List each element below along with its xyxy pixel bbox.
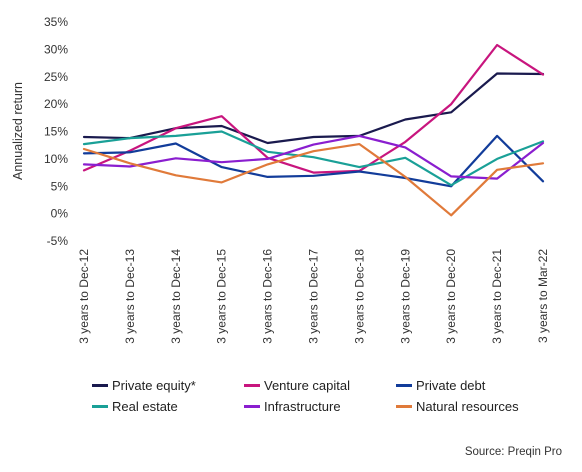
legend-item-private-debt: Private debt bbox=[396, 378, 562, 393]
legend-swatch bbox=[396, 405, 412, 408]
y-tick-label: 30% bbox=[44, 42, 68, 56]
x-axis: 3 years to Dec-12 3 years to Dec-13 3 year… bbox=[77, 249, 550, 344]
x-tick-label: 3 years to Dec-21 bbox=[490, 249, 504, 344]
series-line-infrastructure bbox=[82, 134, 545, 180]
y-tick-label: 20% bbox=[44, 97, 68, 111]
legend-label: Venture capital bbox=[264, 378, 351, 393]
series-line-venture-capital bbox=[82, 43, 545, 174]
x-tick-label: 3 years to Dec-15 bbox=[215, 249, 229, 344]
legend-item-private-equity: Private equity* bbox=[92, 378, 244, 393]
legend-item-infrastructure: Infrastructure bbox=[244, 399, 396, 414]
legend-swatch bbox=[92, 405, 108, 408]
series-lines bbox=[82, 43, 545, 217]
y-tick-label: 0% bbox=[51, 207, 69, 221]
x-tick-label: 3 years to Dec-12 bbox=[77, 249, 91, 344]
legend-label: Natural resources bbox=[416, 399, 519, 414]
x-tick-label: 3 years to Dec-13 bbox=[123, 249, 137, 344]
x-tick-label: 3 years to Dec-17 bbox=[307, 249, 321, 344]
legend-item-natural-resources: Natural resources bbox=[396, 399, 562, 414]
source-note: Source: Preqin Pro bbox=[464, 446, 562, 458]
y-tick-label: 10% bbox=[44, 152, 68, 166]
legend-swatch bbox=[244, 405, 260, 408]
legend-item-real-estate: Real estate bbox=[92, 399, 244, 414]
x-tick-label: 3 years to Dec-16 bbox=[261, 249, 275, 344]
legend-swatch bbox=[396, 384, 412, 387]
legend-swatch bbox=[92, 384, 108, 387]
x-tick-label: 3 years to Mar-22 bbox=[536, 249, 550, 343]
x-tick-label: 3 years to Dec-18 bbox=[352, 249, 366, 344]
legend-label: Real estate bbox=[112, 399, 178, 414]
y-tick-label: 5% bbox=[51, 179, 69, 193]
legend-swatch bbox=[244, 384, 260, 387]
legend-item-venture-capital: Venture capital bbox=[244, 378, 396, 393]
legend: Private equity* Venture capital Private de… bbox=[92, 378, 562, 414]
y-tick-label: 15% bbox=[44, 125, 68, 139]
y-tick-label: -5% bbox=[47, 234, 69, 248]
series-line-natural-resources bbox=[82, 143, 545, 217]
y-tick-label: 35% bbox=[44, 15, 68, 29]
y-axis-title: Annualized return bbox=[11, 82, 25, 180]
series-line-private-debt bbox=[82, 134, 545, 188]
x-tick-label: 3 years to Dec-19 bbox=[398, 249, 412, 344]
legend-label: Private debt bbox=[416, 378, 486, 393]
legend-label: Infrastructure bbox=[264, 399, 341, 414]
y-tick-label: 25% bbox=[44, 70, 68, 84]
legend-label: Private equity* bbox=[112, 378, 196, 393]
x-tick-label: 3 years to Dec-20 bbox=[444, 249, 458, 344]
y-axis: -5% 0% 5% 10% 15% 20% 25% 30% 35% bbox=[44, 15, 68, 248]
series-line-private-equity bbox=[82, 72, 545, 145]
x-tick-label: 3 years to Dec-14 bbox=[169, 249, 183, 344]
